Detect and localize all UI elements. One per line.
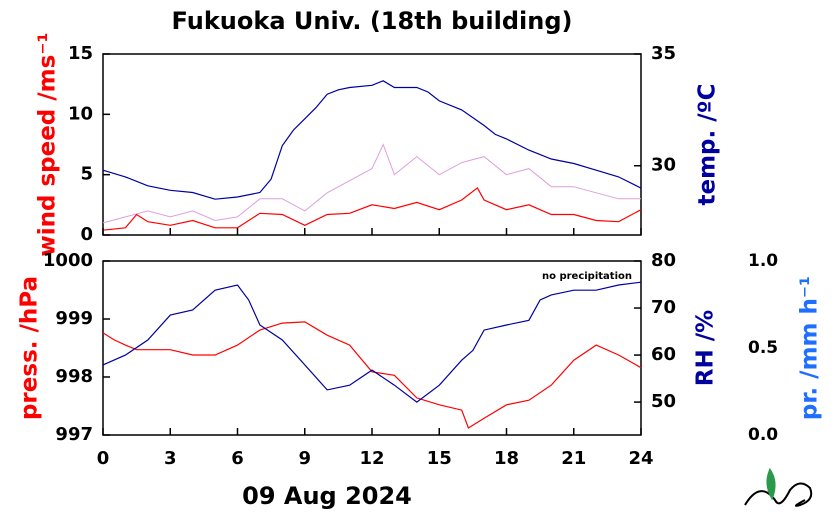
y3-tick-label: 0.5	[748, 338, 778, 358]
x-tick-label: 21	[561, 448, 586, 469]
y2-tick-label: 30	[651, 155, 676, 176]
chart-title: Fukuoka Univ. (18th building)	[172, 7, 573, 35]
y-tick-label: 10	[68, 103, 93, 124]
y-axis-label: wind speed /ms⁻¹	[35, 32, 61, 256]
plot-frame	[102, 260, 642, 436]
data-line	[102, 186, 642, 231]
y2-tick-label: 70	[651, 297, 676, 318]
y-tick-label: 998	[55, 366, 93, 387]
annotation: no precipitation	[542, 271, 632, 282]
y-tick-label: 0	[80, 224, 93, 245]
y2-axis-label: temp. /ºC	[695, 83, 721, 205]
y-tick-label: 999	[55, 308, 93, 329]
x-tick-label: 18	[494, 448, 519, 469]
y-tick-label: 1000	[43, 250, 93, 271]
y-tick-label: 997	[55, 424, 93, 445]
y2-tick-label: 60	[651, 344, 676, 365]
y3-tick-label: 0.0	[748, 425, 778, 445]
y-axis-label: press. /hPa	[17, 276, 43, 420]
data-line	[102, 143, 641, 224]
data-line	[102, 321, 642, 429]
y2-axis-label: RH /%	[693, 310, 719, 386]
data-line	[102, 281, 642, 403]
x-tick-label: 3	[164, 448, 177, 469]
logo	[744, 467, 813, 507]
x-tick-label: 15	[427, 448, 452, 469]
plot-frame	[102, 53, 642, 236]
x-tick-label: 0	[97, 448, 110, 469]
x-tick-label: 9	[298, 448, 311, 469]
y2-tick-label: 35	[651, 43, 676, 64]
y-tick-label: 15	[68, 43, 93, 64]
x-tick-label: 24	[628, 448, 653, 469]
y-tick-label: 5	[80, 164, 93, 185]
y3-axis-label: pr. /mm h⁻¹	[797, 276, 823, 420]
x-tick-label: 12	[359, 448, 384, 469]
y3-tick-label: 1.0	[748, 251, 778, 271]
y2-tick-label: 80	[651, 250, 676, 271]
x-tick-label: 6	[231, 448, 244, 469]
x-axis-label: 09 Aug 2024	[242, 482, 412, 510]
data-line	[102, 80, 642, 200]
y2-tick-label: 50	[651, 391, 676, 412]
